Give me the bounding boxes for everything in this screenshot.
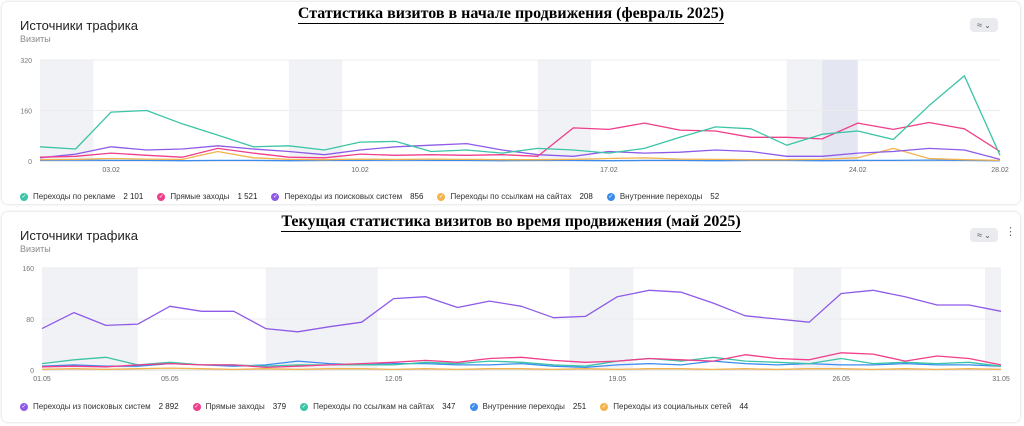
y-tick-label: 160 (22, 266, 34, 273)
chevron-down-icon: ⌄ (984, 230, 991, 240)
x-tick-label: 05.05 (161, 376, 179, 383)
chart-type-dropdown[interactable]: ≈ ⌄ (970, 18, 998, 32)
chart-subtitle: Визиты (20, 244, 51, 254)
check-icon[interactable]: ✓ (20, 192, 28, 201)
legend-total: 347 (442, 402, 456, 411)
legend-label: Переходы из поисковых систем (33, 402, 151, 411)
x-tick-label: 01.05 (33, 376, 51, 383)
x-tick-label: 17.02 (600, 167, 618, 174)
legend-total: 1 521 (237, 192, 258, 201)
series-line-vnutr (39, 159, 1001, 162)
series-line-poisk (41, 289, 1002, 333)
x-tick-label: 03.02 (102, 167, 120, 174)
chart-title: Источники трафика (20, 228, 138, 243)
chart-subtitle: Визиты (20, 34, 51, 44)
legend-item-ssylki[interactable]: ✓ Переходы по ссылкам на сайтах 347 (300, 402, 456, 411)
check-icon[interactable]: ✓ (271, 192, 280, 201)
legend-item-vnutr[interactable]: ✓ Внутренние переходы 52 (606, 192, 720, 201)
y-tick-label: 320 (20, 58, 32, 65)
chart-legend: ✓ Переходы по рекламе 2 101 ✓ Прямые заходы 1… (20, 192, 733, 201)
chart-caption: Текущая статистика визитов во время прод… (281, 213, 741, 232)
series-line-social (41, 367, 1002, 371)
legend-label: Переходы по ссылкам на сайтах (450, 192, 572, 201)
chart-type-dropdown[interactable]: ≈ ⌄ (970, 228, 998, 242)
legend-item-vnutr[interactable]: ✓ Внутренние переходы 251 (469, 402, 587, 411)
check-icon[interactable]: ✓ (469, 402, 478, 411)
check-icon[interactable]: ✓ (606, 192, 615, 201)
series-line-pryamye (39, 121, 1001, 159)
legend-total: 2 101 (123, 192, 144, 201)
legend-total: 2 892 (158, 402, 179, 411)
chart-title: Источники трафика (20, 18, 138, 33)
legend-label: Внутренние переходы (619, 192, 703, 201)
check-icon[interactable]: ✓ (20, 402, 28, 411)
chart-legend: ✓ Переходы из поисковых систем 2 892 ✓ Прямы… (20, 402, 762, 411)
legend-item-ssylki[interactable]: ✓ Переходы по ссылкам на сайтах 208 (437, 192, 593, 201)
legend-label: Внутренние переходы (482, 402, 565, 411)
check-icon[interactable]: ✓ (157, 192, 166, 201)
x-tick-label: 19.05 (609, 376, 627, 383)
legend-total: 208 (579, 192, 593, 201)
line-chart: 0 80 160 01.05 05.05 12.05 19.05 26.05 31.05 (22, 266, 1010, 383)
x-tick-label: 26.05 (832, 376, 850, 383)
legend-label: Переходы из социальных сетей (613, 402, 732, 411)
chart-panel-may: Текущая статистика визитов во время прод… (2, 212, 1020, 422)
legend-label: Переходы из поисковых систем (284, 192, 403, 201)
legend-item-poisk[interactable]: ✓ Переходы из поисковых систем 2 892 (20, 402, 179, 411)
legend-label: Переходы по ссылкам на сайтах (313, 402, 435, 411)
chart-caption: Статистика визитов в начале продвижения … (297, 5, 725, 24)
chevron-down-icon: ⌄ (984, 20, 991, 30)
legend-item-pryamye[interactable]: ✓ Прямые заходы 379 (192, 402, 287, 411)
x-tick-label: 24.02 (849, 167, 867, 174)
x-tick-label: 10.02 (351, 167, 369, 174)
legend-item-pryamye[interactable]: ✓ Прямые заходы 1 521 (157, 192, 257, 201)
check-icon[interactable]: ✓ (600, 402, 609, 411)
check-icon[interactable]: ✓ (300, 402, 309, 411)
series-line-pryamye (41, 352, 1002, 369)
x-tick-label: 28.02 (991, 167, 1009, 174)
legend-item-reklama[interactable]: ✓ Переходы по рекламе 2 101 (20, 192, 143, 201)
y-tick-label: 0 (30, 368, 34, 375)
check-icon[interactable]: ✓ (437, 192, 446, 201)
legend-total: 44 (739, 402, 749, 411)
chart-lines-icon: ≈ (977, 20, 983, 30)
legend-total: 379 (272, 402, 287, 411)
legend-label: Прямые заходы (170, 192, 230, 201)
y-tick-label: 0 (28, 159, 32, 166)
legend-total: 856 (410, 192, 424, 201)
x-tick-label: 12.05 (385, 376, 403, 383)
chart-panel-february: Статистика визитов в начале продвижения … (2, 2, 1020, 204)
y-tick-label: 160 (20, 109, 32, 116)
more-options-icon[interactable]: ⋮ (1005, 226, 1016, 238)
x-tick-label: 31.05 (992, 376, 1010, 383)
legend-item-social[interactable]: ✓ Переходы из социальных сетей 44 (600, 402, 748, 411)
legend-label: Прямые заходы (205, 402, 265, 411)
legend-item-poisk[interactable]: ✓ Переходы из поисковых систем 856 (271, 192, 423, 201)
series-line-ssylki (39, 147, 1001, 162)
line-chart: 0 160 320 03.02 10.02 17.02 24.02 28.02 (20, 58, 1009, 174)
series-line-poisk (39, 142, 1001, 161)
legend-total: 52 (710, 192, 720, 201)
check-icon[interactable]: ✓ (192, 402, 201, 411)
legend-total: 251 (572, 402, 587, 411)
legend-label: Переходы по рекламе (33, 192, 116, 201)
series-line-reklama (39, 75, 1001, 156)
chart-lines-icon: ≈ (977, 230, 983, 240)
y-tick-label: 80 (26, 317, 34, 324)
